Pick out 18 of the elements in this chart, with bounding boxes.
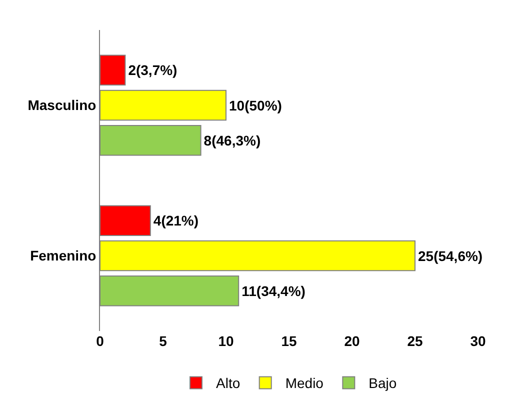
x-tick-label: 10 [218,333,234,349]
data-label: 11(34,4%) [242,282,306,299]
legend-label: Alto [216,375,240,392]
data-label: 4(21%) [153,212,199,229]
legend-label: Medio [285,375,324,392]
data-label: 10(50%) [229,97,282,114]
x-tick-label: 25 [407,333,423,349]
x-tick-label: 15 [281,333,297,349]
x-tick-label: 30 [470,333,486,349]
data-label: 8(46,3%) [204,132,261,148]
y-tick-label: Femenino [30,248,96,264]
x-tick-label: 0 [96,333,104,349]
x-tick-label: 20 [344,333,360,349]
legend-label: Bajo [368,375,397,392]
data-label: 25(54,6%) [418,248,483,264]
x-tick-label: 5 [159,333,168,349]
y-tick-label: Masculino [28,97,96,114]
data-label: 2(3,7%) [128,62,178,78]
